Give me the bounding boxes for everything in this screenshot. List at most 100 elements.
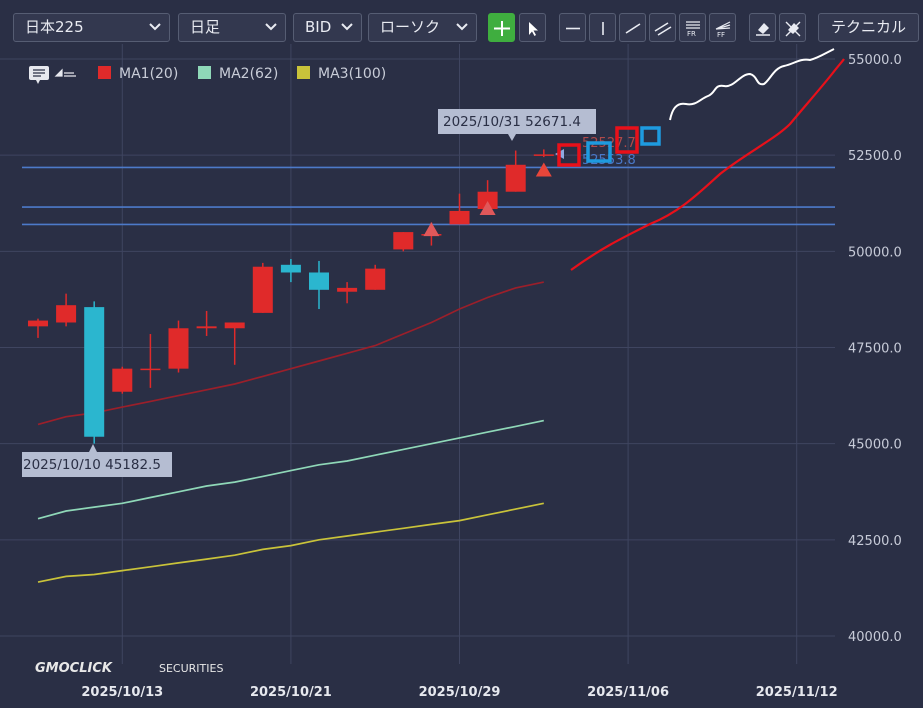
- candle-body: [309, 272, 329, 290]
- erase-all-icon: [785, 21, 801, 37]
- channel-icon: [654, 22, 672, 36]
- candle-body: [28, 320, 48, 327]
- fibonacci-retracement-icon: FR: [686, 21, 700, 38]
- pointer-icon: [529, 22, 538, 36]
- price-tick-label: 40000.0: [848, 630, 902, 645]
- vertical-line-button[interactable]: [589, 13, 616, 42]
- horizontal-gridlines: [0, 58, 835, 637]
- chevron-down-icon: [341, 23, 353, 31]
- candle-body: [365, 268, 386, 290]
- chevron-down-icon: [265, 23, 277, 31]
- user-annotations: [557, 48, 845, 271]
- channel-button[interactable]: [649, 13, 676, 42]
- trendline-icon: [625, 23, 641, 34]
- brand-watermark: GMOCLICK SECURITIES: [35, 661, 223, 676]
- period-dropdown[interactable]: 日足: [178, 13, 286, 42]
- candle-body: [224, 322, 245, 329]
- ma2-label: MA2(62): [219, 66, 278, 82]
- technical-button[interactable]: テクニカル: [818, 13, 919, 42]
- candle-body: [393, 232, 414, 250]
- ma1-label: MA1(20): [119, 66, 178, 82]
- candle-body: [449, 210, 470, 225]
- red-projection-line: [570, 58, 845, 271]
- legend-toggle[interactable]: [29, 66, 76, 84]
- svg-text:FR: FR: [687, 30, 696, 38]
- candle-body: [140, 368, 161, 371]
- watermark-brand: GMOCLICK: [35, 661, 113, 676]
- red-box-marker: [557, 143, 581, 167]
- toolbar: 日本225 日足 BID ローソク FR FF テクニカル: [0, 0, 923, 44]
- blue-box-marker: [640, 126, 661, 146]
- white-projection-line: [669, 48, 835, 121]
- price-tick-label: 50000.0: [848, 245, 902, 260]
- pointer-button[interactable]: [519, 13, 546, 42]
- ma1-swatch: [98, 66, 111, 79]
- vertical-line-icon: [602, 22, 604, 35]
- period-value: 日足: [190, 18, 221, 36]
- candle-body: [280, 264, 301, 273]
- crosshair-button[interactable]: [488, 13, 515, 42]
- signal-triangle: [479, 201, 496, 216]
- chart-style-dropdown[interactable]: ローソク: [368, 13, 477, 42]
- moving-averages: [37, 281, 544, 583]
- date-axis[interactable]: 2025/10/13 2025/10/21 2025/10/29 2025/11/06…: [81, 685, 837, 700]
- chevron-down-icon: [149, 23, 161, 31]
- watermark-suffix: SECURITIES: [159, 662, 223, 675]
- low-tooltip-text: 2025/10/10 45182.5: [23, 457, 161, 473]
- ma3-swatch: [297, 66, 310, 79]
- candle-body: [168, 328, 189, 369]
- fibonacci-retracement-button[interactable]: FR: [679, 13, 706, 42]
- price-axis[interactable]: 40000.0 42500.0 45000.0 47500.0 50000.0 52500…: [848, 53, 902, 645]
- fibonacci-fan-button[interactable]: FF: [709, 13, 736, 42]
- ma2-swatch: [198, 66, 211, 79]
- high-tooltip: 2025/10/31 52671.4: [438, 109, 596, 141]
- price-tick-label: 45000.0: [848, 438, 902, 453]
- collapse-legend-icon: [54, 68, 76, 77]
- chevron-down-icon: [456, 23, 468, 31]
- ma3-label: MA3(100): [318, 66, 386, 82]
- ma-line: [37, 419, 544, 520]
- svg-text:FF: FF: [717, 31, 725, 38]
- legend: MA1(20) MA2(62) MA3(100): [29, 66, 386, 84]
- horizontal-line-icon: [566, 27, 580, 30]
- symbol-dropdown[interactable]: 日本225: [13, 13, 170, 42]
- blue-box-marker: [586, 141, 612, 163]
- price-chart[interactable]: 40000.0 42500.0 45000.0 47500.0 50000.0 52500…: [0, 44, 923, 708]
- erase-all-button[interactable]: [779, 13, 806, 42]
- crosshair-icon: [494, 21, 510, 36]
- candle-body: [477, 191, 498, 210]
- price-tick-label: 47500.0: [848, 342, 902, 357]
- drawn-horizontal-lines[interactable]: [22, 166, 835, 226]
- price-tick-label: 55000.0: [848, 53, 902, 68]
- candle-body: [56, 305, 77, 323]
- date-tick-label: 2025/10/13: [81, 685, 163, 700]
- red-box-marker: [615, 126, 639, 154]
- triangle-markers: [423, 162, 552, 237]
- candle-body: [505, 164, 526, 192]
- candle-body: [533, 154, 554, 156]
- date-tick-label: 2025/10/29: [419, 685, 501, 700]
- candle-body: [252, 266, 273, 313]
- date-tick-label: 2025/10/21: [250, 685, 332, 700]
- candlesticks: [28, 149, 554, 444]
- low-tooltip: 2025/10/10 45182.5: [22, 444, 172, 477]
- signal-triangle: [423, 222, 440, 237]
- chart-style-value: ローソク: [380, 18, 441, 36]
- trendline-button[interactable]: [619, 13, 646, 42]
- vertical-gridlines: [121, 44, 798, 664]
- ma-line: [37, 281, 544, 426]
- candle-body: [196, 326, 217, 329]
- candle-body: [337, 287, 358, 292]
- date-tick-label: 2025/11/06: [587, 685, 669, 700]
- eraser-button[interactable]: [749, 13, 776, 42]
- candle-body: [112, 368, 133, 392]
- signal-triangle: [535, 162, 552, 177]
- ma-line: [37, 502, 544, 583]
- side-value: BID: [305, 18, 332, 36]
- eraser-icon: [756, 23, 770, 36]
- price-tick-label: 42500.0: [848, 534, 902, 549]
- side-dropdown[interactable]: BID: [293, 13, 362, 42]
- fibonacci-fan-icon: FF: [715, 21, 731, 38]
- horizontal-line-button[interactable]: [559, 13, 586, 42]
- symbol-value: 日本225: [25, 18, 84, 36]
